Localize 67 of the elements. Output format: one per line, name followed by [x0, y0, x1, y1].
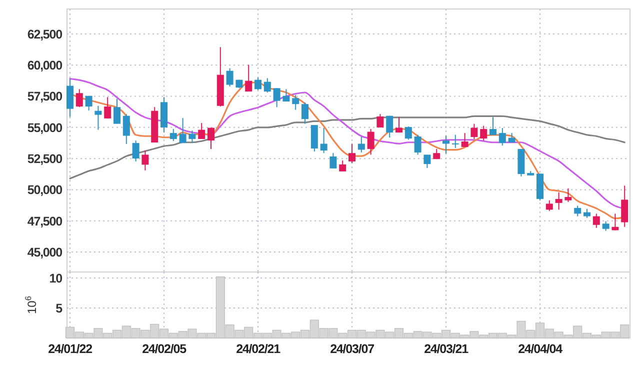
candlestick	[376, 114, 384, 128]
candlestick	[85, 95, 92, 111]
candlestick	[348, 143, 356, 164]
candlestick	[310, 124, 318, 152]
x-tick-label: 24/03/21	[424, 342, 469, 356]
candlestick	[564, 188, 572, 202]
candlestick	[198, 122, 206, 140]
candlestick	[170, 128, 177, 142]
candlestick	[339, 160, 346, 172]
candlestick	[461, 132, 468, 148]
y-tick-label: 62,500	[27, 27, 63, 42]
x-tick-label: 24/02/21	[236, 342, 281, 356]
candlestick	[122, 114, 130, 144]
candlestick	[94, 105, 102, 130]
x-tick-label: 24/02/05	[142, 342, 187, 356]
candlestick	[367, 128, 374, 156]
candlestick	[452, 134, 459, 148]
candlestick	[404, 126, 412, 140]
candlestick	[208, 127, 214, 150]
y-tick-label: 52,500	[27, 152, 63, 166]
candlestick	[273, 88, 280, 108]
x-tick-label: 24/01/22	[48, 342, 93, 356]
candlestick	[320, 128, 328, 154]
y-tick-label: 45,000	[27, 245, 63, 260]
candlestick	[621, 185, 628, 228]
candlestick	[546, 200, 553, 212]
candlestick	[414, 134, 422, 156]
candlestick	[302, 102, 308, 124]
candlestick	[114, 98, 120, 124]
candlestick	[188, 130, 196, 144]
candlestick	[574, 205, 582, 217]
candlestick	[292, 94, 300, 110]
candlestick	[254, 77, 262, 91]
y-tick-label: 5	[56, 301, 63, 316]
candlestick	[104, 96, 112, 119]
candlestick	[358, 136, 365, 153]
candlestick	[480, 125, 488, 141]
candlestick	[226, 68, 234, 88]
y-tick-label: 10	[49, 271, 63, 286]
candlestick	[132, 140, 140, 162]
candlestick	[282, 88, 290, 102]
candlestick	[66, 78, 74, 118]
candlestick	[592, 213, 600, 228]
y-tick-label: 47,500	[27, 214, 63, 228]
candlestick	[264, 78, 271, 94]
line-series	[69, 115, 626, 180]
candlestick	[424, 154, 431, 169]
candlestick	[245, 64, 252, 92]
x-tick-label: 24/04/04	[518, 342, 563, 356]
candlestick	[602, 220, 610, 232]
y-tick-label: 55,000	[27, 120, 63, 135]
y-tick-label: 57,500	[27, 90, 63, 104]
candlestick	[142, 150, 149, 171]
candlestick	[396, 116, 402, 134]
candlestick	[76, 88, 83, 108]
candlestick	[386, 115, 394, 138]
y-tick-label: 60,000	[27, 58, 63, 72]
candlestick	[498, 128, 506, 146]
candlestick	[490, 116, 496, 136]
candlestick	[470, 123, 478, 140]
candlestick	[442, 135, 450, 154]
candlestick	[555, 192, 562, 210]
candlestick	[330, 152, 337, 169]
y-tick-label: 50,000	[27, 183, 63, 198]
candlestick	[179, 118, 186, 144]
x-tick-label: 24/03/07	[330, 342, 375, 356]
candlestick	[508, 132, 516, 143]
